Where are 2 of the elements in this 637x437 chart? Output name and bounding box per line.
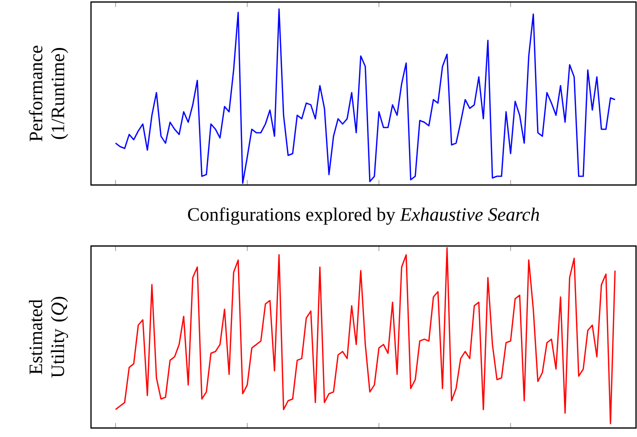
x-axis-title: Configurations explored by Exhaustive Search [188, 207, 540, 225]
y-axis-title: Performance (1/Runtime) [28, 46, 68, 142]
